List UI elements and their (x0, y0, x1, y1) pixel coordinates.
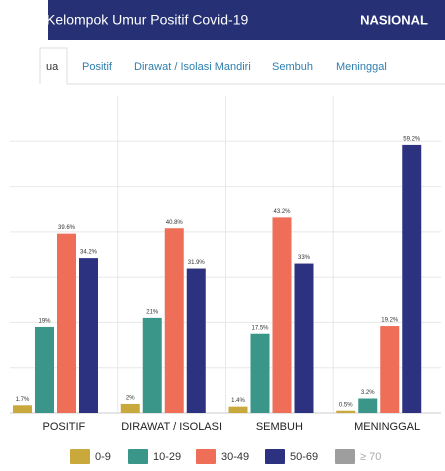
value-label: 19.2% (381, 318, 399, 324)
bar (250, 333, 270, 413)
legend-swatch (335, 449, 355, 464)
value-label: 39.6% (58, 225, 76, 231)
bar (186, 268, 206, 413)
value-label: 17.5% (251, 325, 269, 331)
tab[interactable]: ua (46, 61, 59, 73)
bar (402, 144, 422, 413)
bar (79, 258, 98, 413)
bar (336, 410, 356, 413)
value-label: 34.2% (80, 250, 98, 256)
active-tab (39, 47, 68, 84)
bar (228, 406, 248, 413)
header-scope: NASIONAL (360, 12, 428, 27)
bar (380, 326, 400, 413)
legend-swatch (128, 449, 148, 464)
bar (13, 405, 32, 413)
value-label: 1.7% (16, 397, 30, 403)
value-label: 43.2% (273, 209, 291, 215)
value-label: 40.8% (166, 220, 184, 226)
bar (358, 398, 378, 413)
value-label: 2% (126, 396, 135, 402)
x-tick-label: MENINGGAL (354, 421, 420, 433)
tab[interactable]: Positif (82, 61, 113, 73)
bar (35, 326, 54, 413)
value-label: 1.4% (231, 398, 245, 404)
x-tick-label: POSITIF (42, 421, 85, 433)
tab[interactable]: Dirawat / Isolasi Mandiri (134, 61, 251, 73)
legend-label[interactable]: 30-49 (221, 451, 249, 463)
bar (294, 263, 314, 413)
legend-label[interactable]: ≥ 70 (360, 451, 381, 463)
tab[interactable]: Meninggal (336, 61, 387, 73)
header-title: Kelompok Umur Positif Covid-19 (46, 12, 249, 28)
header-bar (48, 0, 445, 40)
bar (120, 403, 140, 413)
value-label: 31.9% (188, 260, 206, 266)
legend-label[interactable]: 10-29 (153, 451, 181, 463)
legend-label[interactable]: 0-9 (95, 451, 111, 463)
value-label: 3.2% (361, 390, 375, 396)
legend-swatch (196, 449, 216, 464)
value-label: 0.5% (339, 402, 353, 408)
legend-label[interactable]: 50-69 (290, 451, 318, 463)
value-label: 33% (298, 255, 311, 261)
value-label: 19% (38, 319, 51, 325)
bar (57, 233, 76, 413)
value-label: 59.2% (403, 136, 421, 142)
value-label: 21% (146, 309, 159, 315)
bar (142, 317, 162, 413)
bar (272, 217, 292, 413)
tab[interactable]: Sembuh (272, 61, 313, 73)
x-tick-label: DIRAWAT / ISOLASI (121, 421, 222, 433)
legend-swatch (70, 449, 90, 464)
x-tick-label: SEMBUH (256, 421, 303, 433)
bar (164, 228, 184, 413)
legend-swatch (265, 449, 285, 464)
